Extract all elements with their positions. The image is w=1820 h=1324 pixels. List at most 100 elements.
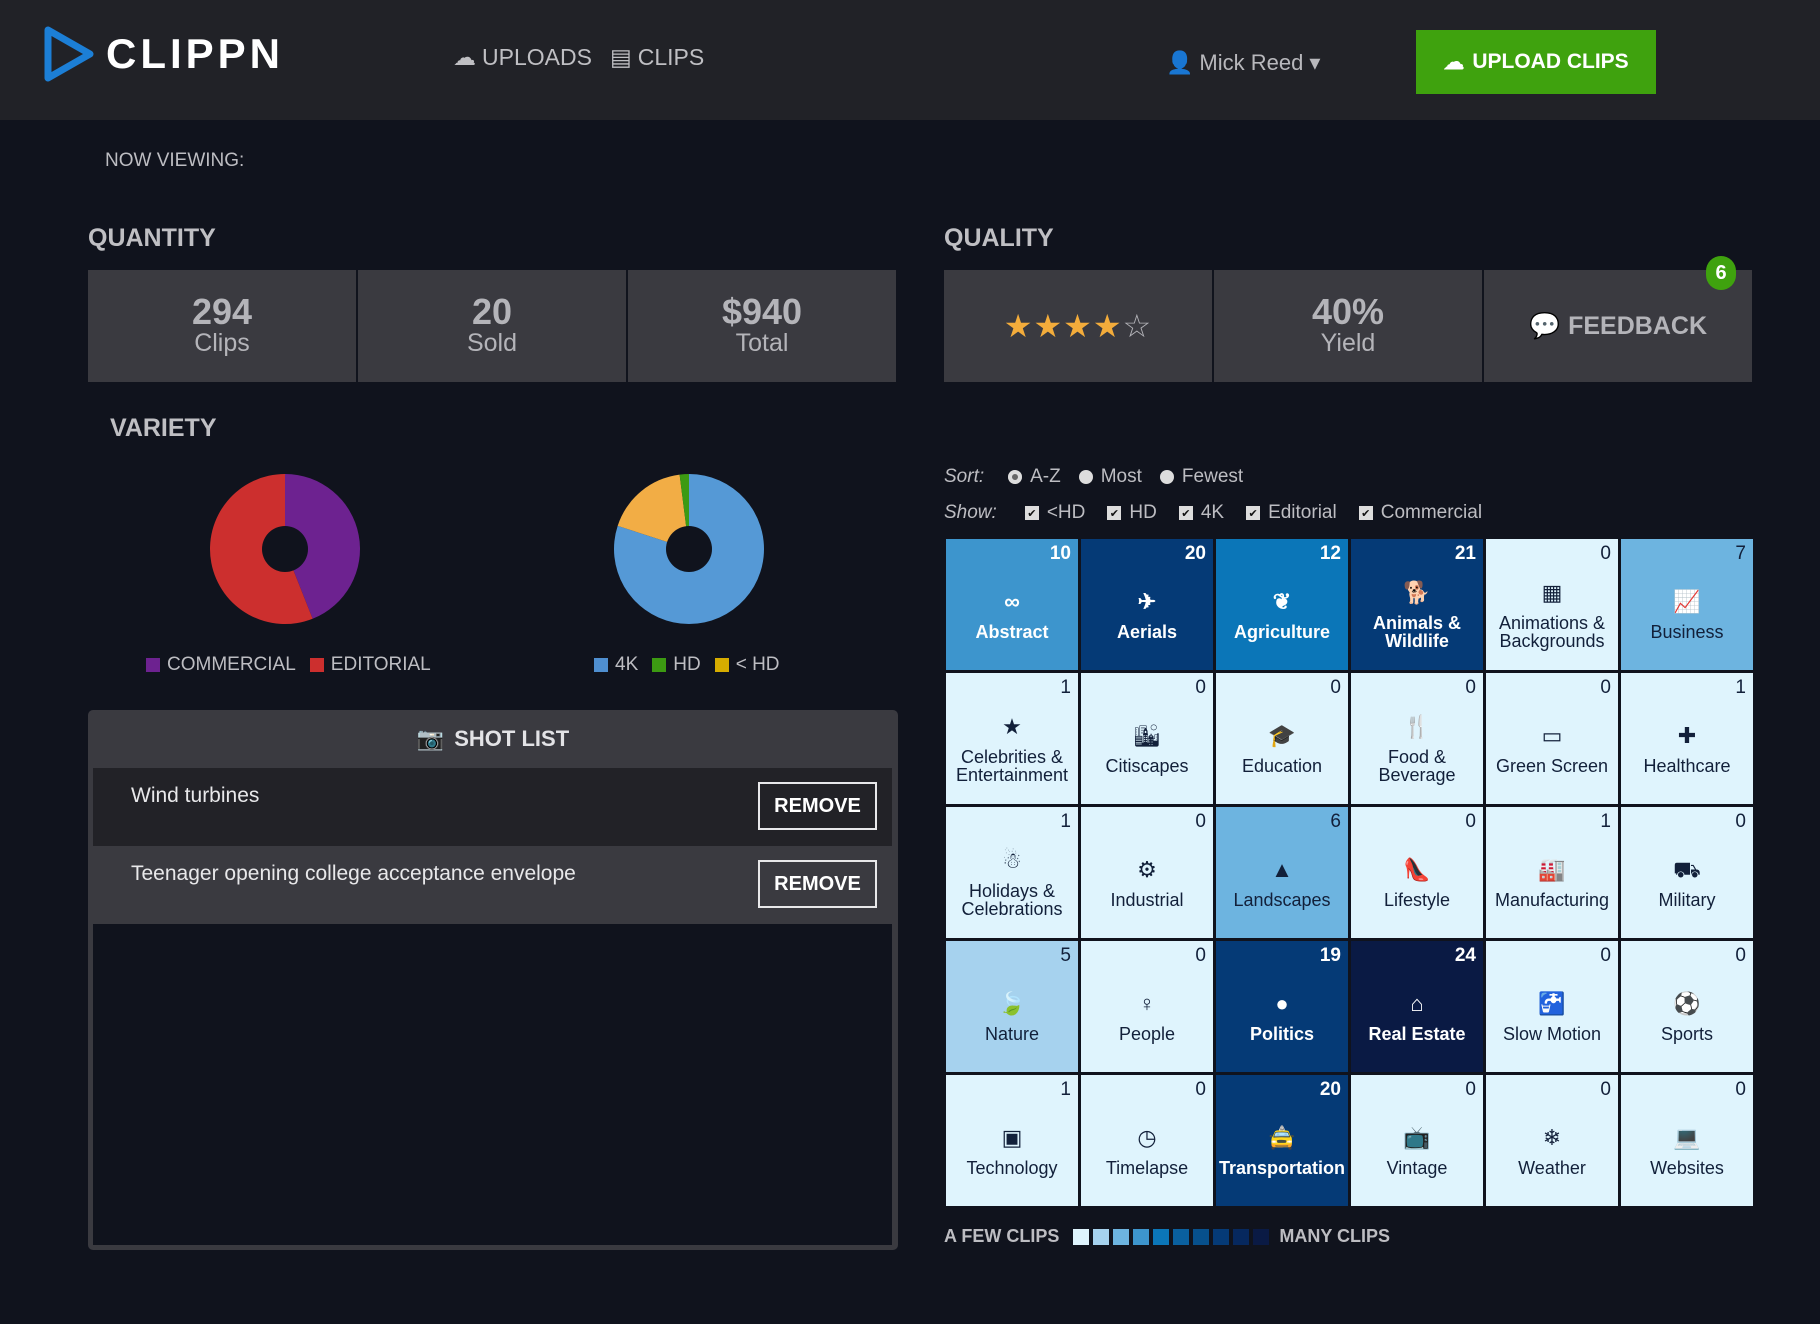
category-count: 10	[1049, 543, 1071, 564]
shot-list-title: SHOT LIST	[454, 726, 570, 751]
category-label: Green Screen	[1495, 755, 1609, 776]
pie-hole	[262, 526, 308, 572]
category-icon: ⛟	[1673, 856, 1701, 882]
category-tile-business[interactable]: 7 📈 Business	[1621, 539, 1753, 670]
category-count: 1	[1735, 677, 1746, 698]
category-tile-holidays-celebrations[interactable]: 1 ☃ Holidays & Celebrations	[946, 807, 1078, 938]
checkbox-editorial[interactable]: ✔	[1246, 506, 1261, 520]
cloud-upload-icon: ☁	[453, 44, 476, 70]
stat-label: Clips	[194, 329, 250, 357]
sort-radio-fewest[interactable]	[1159, 470, 1174, 484]
category-tile-animations-backgrounds[interactable]: 0 ▦ Animations & Backgrounds	[1486, 539, 1618, 670]
category-tile-weather[interactable]: 0 ❄ Weather	[1486, 1075, 1618, 1206]
star-empty-icon: ☆	[1122, 308, 1153, 344]
category-tile-vintage[interactable]: 0 📺 Vintage	[1351, 1075, 1483, 1206]
pie-slice-hd	[617, 474, 689, 549]
nav-clips[interactable]: ▤ CLIPS	[610, 44, 704, 71]
category-count: 0	[1735, 1079, 1746, 1100]
category-label: Nature	[984, 1023, 1040, 1044]
category-tile-military[interactable]: 0 ⛟ Military	[1621, 807, 1753, 938]
category-icon: ★	[1002, 713, 1022, 739]
logo[interactable]: CLIPPN	[44, 26, 284, 82]
category-tile-food-beverage[interactable]: 0 🍴 Food & Beverage	[1351, 673, 1483, 804]
category-tile-timelapse[interactable]: 0 ◷ Timelapse	[1081, 1075, 1213, 1206]
category-count: 0	[1735, 945, 1746, 966]
category-tile-politics[interactable]: 19 ● Politics	[1216, 941, 1348, 1072]
sort-radio-most[interactable]	[1078, 470, 1093, 484]
category-label: Education	[1241, 755, 1323, 776]
category-label: Business	[1650, 621, 1724, 642]
category-label: Animals & Wildlife	[1372, 612, 1462, 651]
sort-radio-az[interactable]	[1008, 470, 1023, 484]
stat-total: $940 Total	[628, 270, 896, 382]
scale-swatch	[1213, 1228, 1230, 1245]
shot-list-item: Wind turbines REMOVE	[93, 768, 892, 846]
remove-button[interactable]: REMOVE	[758, 782, 877, 830]
category-label: Citiscapes	[1105, 755, 1189, 776]
shot-list-panel: 📷 SHOT LIST Wind turbines REMOVE Teenager …	[88, 710, 898, 1250]
category-tile-citiscapes[interactable]: 0 🏙 Citiscapes	[1081, 673, 1213, 804]
category-label: Abstract	[975, 621, 1049, 642]
category-count: 1	[1060, 677, 1071, 698]
category-tile-animals-wildlife[interactable]: 21 🐕 Animals & Wildlife	[1351, 539, 1483, 670]
category-tile-technology[interactable]: 1 ▣ Technology	[946, 1075, 1078, 1206]
user-menu[interactable]: 👤 Mick Reed ▾	[1166, 50, 1320, 76]
category-label: Transportation	[1218, 1157, 1345, 1178]
checkbox-sub-hd[interactable]: ✔	[1024, 506, 1039, 520]
category-tile-healthcare[interactable]: 1 ✚ Healthcare	[1621, 673, 1753, 804]
category-tile-real-estate[interactable]: 24 ⌂ Real Estate	[1351, 941, 1483, 1072]
category-icon: ◷	[1137, 1124, 1157, 1150]
filter-label: Commercial	[1380, 502, 1483, 523]
category-label: Manufacturing	[1494, 889, 1610, 910]
pie-slice-editorial	[210, 474, 313, 624]
legend-label: HD	[673, 654, 701, 675]
category-count: 0	[1735, 811, 1746, 832]
category-tile-websites[interactable]: 0 💻 Websites	[1621, 1075, 1753, 1206]
category-label: People	[1118, 1023, 1176, 1044]
category-grid: 10 ∞ Abstract 20 ✈ Aerials 12 ❦ Agriculture 21 🐕 An…	[946, 539, 1754, 1206]
legend-swatch-4k	[594, 658, 608, 672]
caret-down-icon: ▾	[1309, 50, 1321, 75]
category-icon: 🎓	[1268, 722, 1296, 748]
checkbox-4k[interactable]: ✔	[1178, 506, 1193, 520]
category-tile-green-screen[interactable]: 0 ▭ Green Screen	[1486, 673, 1618, 804]
category-tile-sports[interactable]: 0 ⚽ Sports	[1621, 941, 1753, 1072]
category-count: 20	[1184, 543, 1206, 564]
category-tile-education[interactable]: 0 🎓 Education	[1216, 673, 1348, 804]
category-tile-manufacturing[interactable]: 1 🏭 Manufacturing	[1486, 807, 1618, 938]
nav-uploads[interactable]: ☁ UPLOADS	[453, 44, 592, 71]
upload-clips-button[interactable]: ☁ UPLOAD CLIPS	[1416, 30, 1656, 94]
category-tile-agriculture[interactable]: 12 ❦ Agriculture	[1216, 539, 1348, 670]
category-count: 0	[1195, 945, 1206, 966]
category-count: 0	[1465, 811, 1476, 832]
pie-slice-commercial	[285, 474, 361, 619]
now-viewing-label: NOW VIEWING:	[105, 150, 245, 171]
category-count: 5	[1060, 945, 1071, 966]
category-count: 0	[1600, 945, 1611, 966]
category-tile-slow-motion[interactable]: 0 🚰 Slow Motion	[1486, 941, 1618, 1072]
category-tile-celebrities-entertainment[interactable]: 1 ★ Celebrities & Entertainment	[946, 673, 1078, 804]
checkbox-hd[interactable]: ✔	[1107, 506, 1122, 520]
film-icon: ▤	[610, 44, 632, 70]
remove-button[interactable]: REMOVE	[758, 860, 877, 908]
sort-option-label: A-Z	[1030, 466, 1061, 487]
category-tile-transportation[interactable]: 20 🚖 Transportation	[1216, 1075, 1348, 1206]
category-tile-lifestyle[interactable]: 0 👠 Lifestyle	[1351, 807, 1483, 938]
category-label: Landscapes	[1233, 889, 1331, 910]
category-icon: 💻	[1673, 1124, 1701, 1150]
category-tile-people[interactable]: 0 ♀ People	[1081, 941, 1213, 1072]
category-icon: ∞	[1004, 588, 1020, 614]
category-tile-landscapes[interactable]: 6 ▲ Landscapes	[1216, 807, 1348, 938]
feedback-button[interactable]: 💬 FEEDBACK	[1484, 270, 1752, 382]
filter-label: Editorial	[1268, 502, 1337, 523]
category-label: Aerials	[1116, 621, 1178, 642]
category-tile-industrial[interactable]: 0 ⚙ Industrial	[1081, 807, 1213, 938]
category-tile-nature[interactable]: 5 🍃 Nature	[946, 941, 1078, 1072]
category-tile-aerials[interactable]: 20 ✈ Aerials	[1081, 539, 1213, 670]
category-icon: ❄	[1542, 1124, 1562, 1150]
category-tile-abstract[interactable]: 10 ∞ Abstract	[946, 539, 1078, 670]
license-pie-chart	[210, 474, 361, 624]
scale-swatch	[1253, 1228, 1270, 1245]
checkbox-commercial[interactable]: ✔	[1358, 506, 1373, 520]
quantity-title: QUANTITY	[88, 224, 216, 252]
